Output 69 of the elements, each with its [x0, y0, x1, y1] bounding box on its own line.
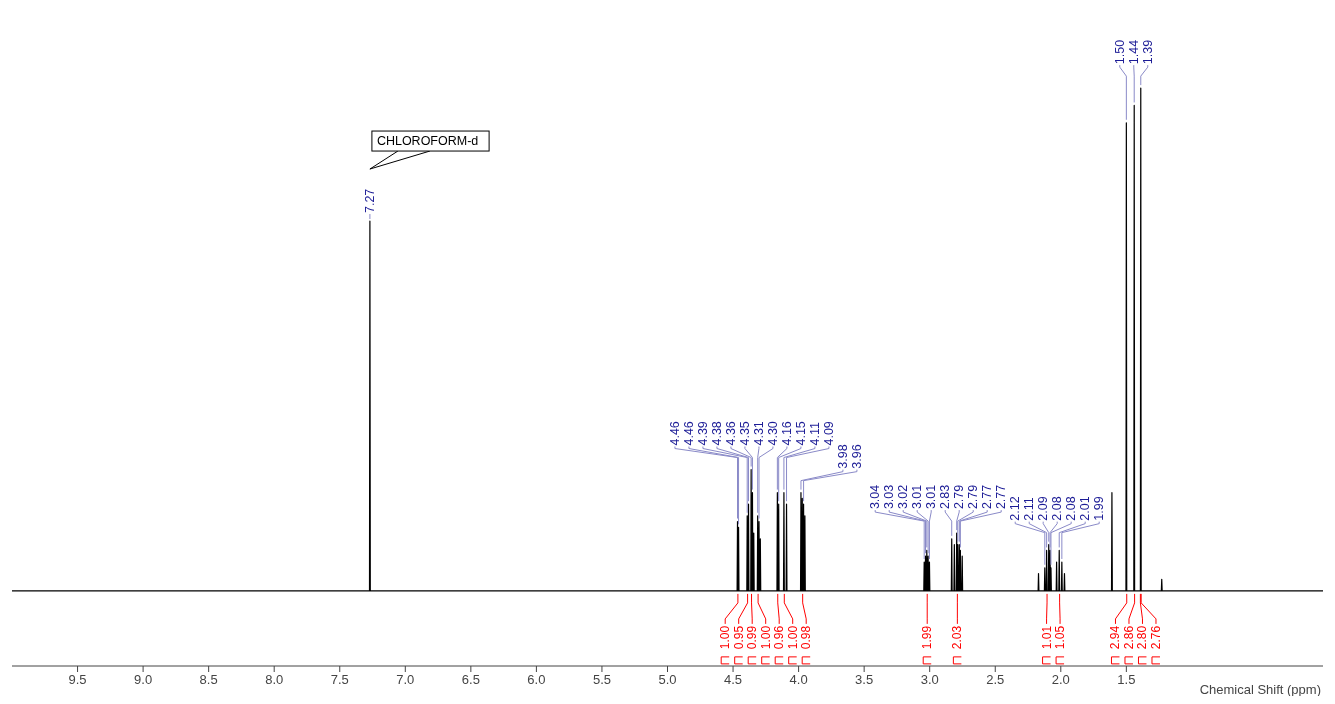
annotation: 2.08 — [1064, 496, 1079, 521]
x-tick-label: 5.5 — [592, 672, 611, 687]
annotation: 2.94 — [1108, 625, 1123, 650]
x-tick-label: 9.0 — [134, 672, 153, 687]
annotation: 4.09 — [821, 421, 836, 446]
annotation: 0.95 — [731, 625, 746, 650]
annotation: 4.35 — [737, 421, 752, 446]
annotation: 3.96 — [849, 444, 864, 469]
annotation: 2.11 — [1022, 497, 1037, 521]
annotation: 1.50 — [1112, 39, 1127, 65]
annotation: 3.04 — [868, 484, 883, 510]
annotation: 2.83 — [938, 484, 953, 510]
annotation: 4.16 — [779, 421, 794, 446]
annotation: 2.12 — [1008, 496, 1023, 521]
annotation: 1.00 — [758, 625, 773, 650]
annotation: CHLOROFORM-d — [376, 134, 479, 149]
annotation: 4.31 — [751, 421, 766, 446]
annotation: 3.01 — [910, 484, 925, 510]
annotation: 3.98 — [835, 444, 850, 469]
x-tick-label: 2.0 — [1051, 672, 1070, 687]
annotation: 2.86 — [1121, 625, 1136, 650]
annotation: 2.79 — [952, 484, 967, 510]
annotation: 4.46 — [681, 421, 696, 446]
annotation: 1.00 — [718, 625, 733, 650]
annotation: 1.99 — [920, 625, 935, 650]
annotation: 4.39 — [695, 421, 710, 446]
annotation: 3.03 — [882, 484, 897, 510]
x-tick-label: 9.5 — [68, 672, 87, 687]
annotation: 4.30 — [765, 421, 780, 446]
annotation: 2.77 — [980, 484, 995, 510]
x-tick-label: 8.0 — [265, 672, 284, 687]
annotation: 4.15 — [793, 421, 808, 446]
x-tick-label: 6.0 — [527, 672, 546, 687]
annotation: 3.01 — [924, 484, 939, 510]
annotation: 0.99 — [745, 625, 760, 650]
x-tick-label: 4.0 — [789, 672, 808, 687]
x-tick-label: 3.5 — [855, 672, 874, 687]
annotation: 2.08 — [1050, 496, 1065, 521]
annotation: 1.01 — [1039, 625, 1054, 650]
x-tick-label: 7.0 — [396, 672, 415, 687]
annotation: 0.98 — [799, 625, 814, 650]
annotation: 2.03 — [950, 625, 965, 650]
x-axis-title: Chemical Shift (ppm) — [1199, 682, 1321, 697]
x-tick-label: 7.5 — [330, 672, 349, 687]
x-tick-label: 6.5 — [461, 672, 480, 687]
annotation: 1.05 — [1053, 625, 1068, 650]
x-tick-label: 3.0 — [920, 672, 939, 687]
annotation: 1.44 — [1126, 39, 1141, 65]
annotation: 4.36 — [723, 421, 738, 446]
annotation: 4.11 — [807, 422, 822, 446]
annotation: 4.38 — [709, 421, 724, 446]
x-tick-label: 8.5 — [199, 672, 218, 687]
annotation: 1.39 — [1140, 39, 1155, 65]
annotation: 1.00 — [785, 625, 800, 650]
annotation: 2.09 — [1036, 496, 1051, 521]
annotation: 2.01 — [1078, 496, 1093, 521]
annotation: 7.27 — [362, 188, 377, 214]
annotation: 2.80 — [1135, 625, 1150, 650]
annotation: 4.46 — [667, 421, 682, 446]
annotation: 2.76 — [1148, 625, 1163, 650]
x-tick-label: 4.5 — [724, 672, 743, 687]
x-tick-label: 5.0 — [658, 672, 677, 687]
x-tick-label: 2.5 — [986, 672, 1005, 687]
annotation: 2.79 — [966, 484, 981, 510]
x-tick-label: 1.5 — [1117, 672, 1136, 687]
annotation: 3.02 — [896, 484, 911, 510]
annotation: 1.99 — [1092, 496, 1107, 521]
annotation: 2.77 — [994, 484, 1009, 510]
annotation: 0.96 — [772, 625, 787, 650]
